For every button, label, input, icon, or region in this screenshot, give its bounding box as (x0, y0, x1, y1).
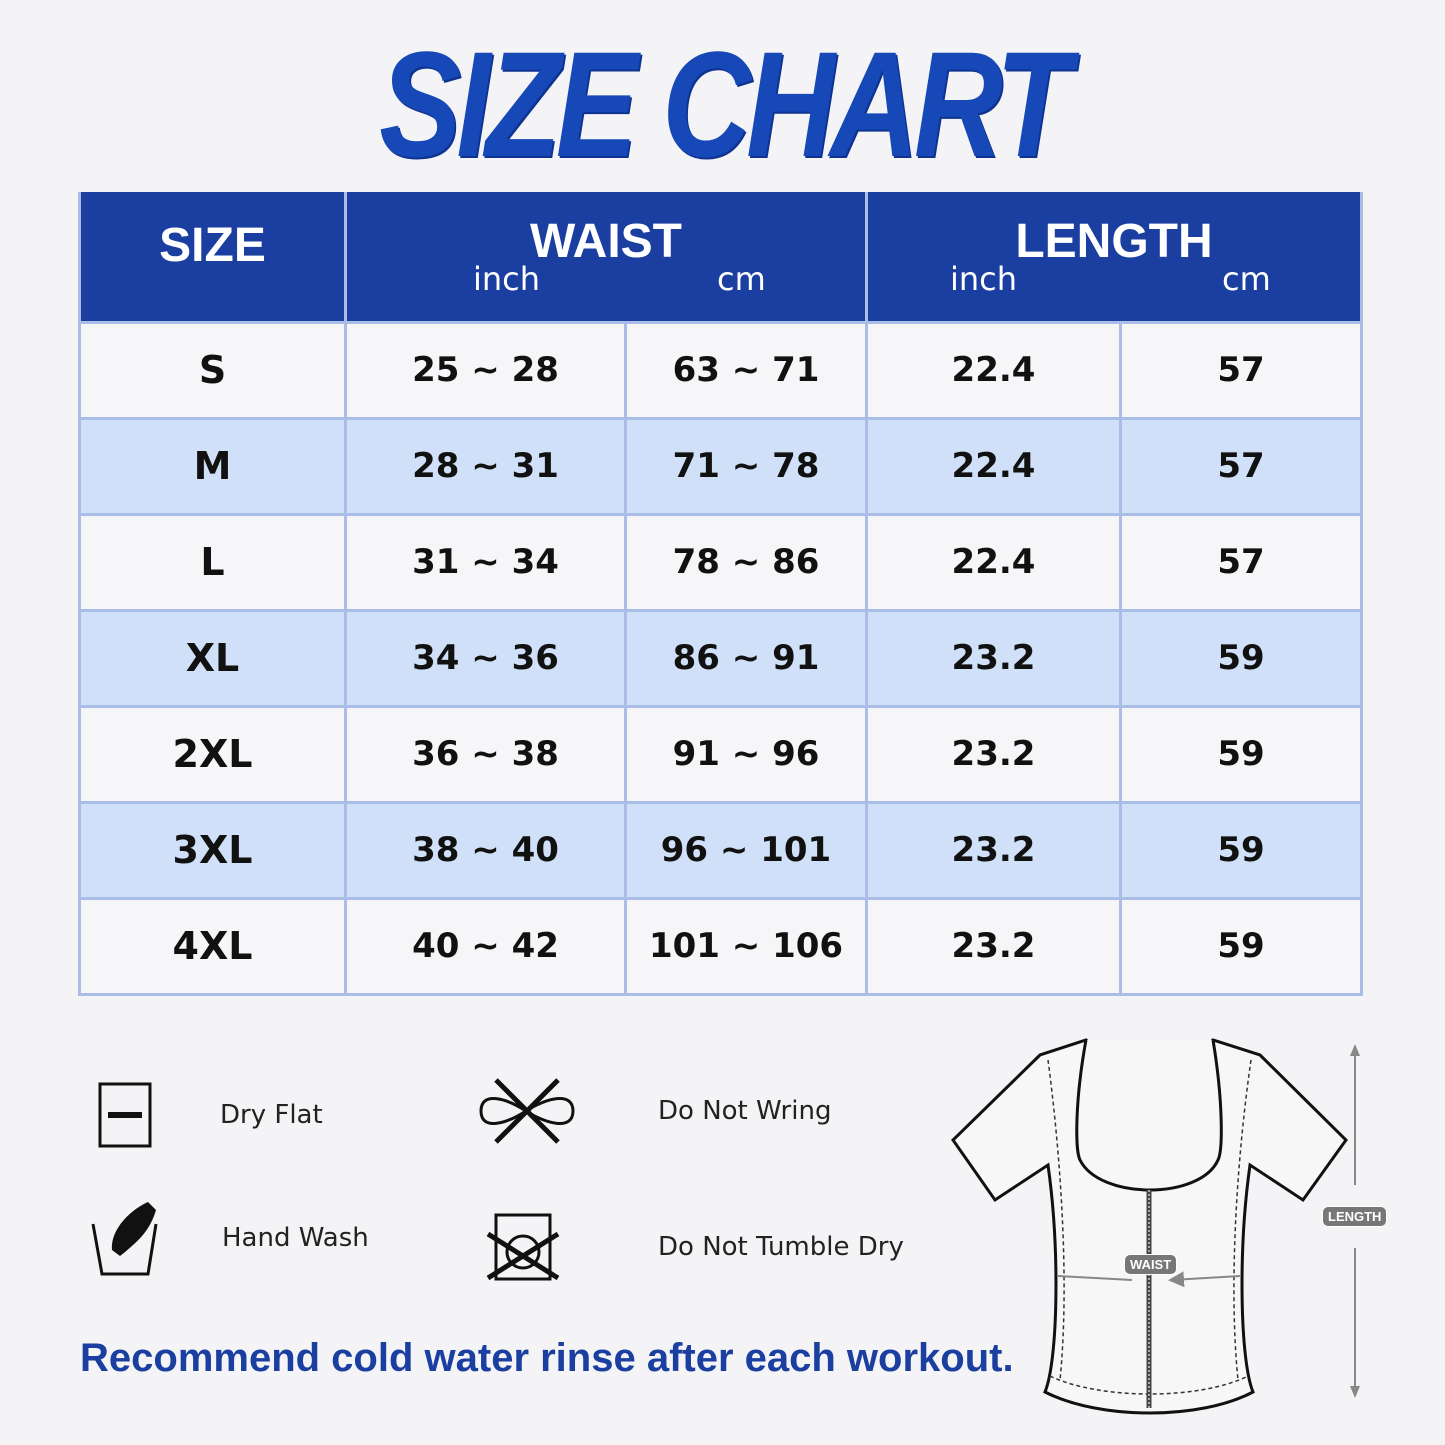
cell-length-cm: 57 (1118, 320, 1364, 420)
garment-diagram (951, 1038, 1360, 1415)
table-row: 3XL 38 ~ 40 96 ~ 101 23.2 59 (78, 800, 1364, 900)
table-row: 4XL 40 ~ 42 101 ~ 106 23.2 59 (78, 896, 1364, 996)
cell-waist-cm: 101 ~ 106 (624, 896, 868, 996)
cell-length-cm: 59 (1118, 800, 1364, 900)
cell-waist-inch: 34 ~ 36 (344, 608, 627, 708)
table-row: S 25 ~ 28 63 ~ 71 22.4 57 (78, 320, 1364, 420)
cell-size: L (78, 512, 347, 612)
table-row: M 28 ~ 31 71 ~ 78 22.4 57 (78, 416, 1364, 516)
cell-waist-cm: 63 ~ 71 (624, 320, 868, 420)
length-label: LENGTH (1322, 1206, 1388, 1227)
cell-length-inch: 22.4 (865, 416, 1122, 516)
header-length-label: LENGTH (1015, 215, 1213, 268)
page-title: SIZE CHART (379, 20, 1071, 188)
care-label: Do Not Tumble Dry (658, 1232, 904, 1262)
cell-length-cm: 57 (1118, 512, 1364, 612)
cell-waist-inch: 36 ~ 38 (344, 704, 627, 804)
table-row: XL 34 ~ 36 86 ~ 91 23.2 59 (78, 608, 1364, 708)
cell-waist-inch: 25 ~ 28 (344, 320, 627, 420)
cell-waist-cm: 71 ~ 78 (624, 416, 868, 516)
cell-size: 4XL (78, 896, 347, 996)
cell-length-inch: 22.4 (865, 320, 1122, 420)
header-length-inch: inch (950, 260, 1018, 298)
cell-size: S (78, 320, 347, 420)
care-item-dry-flat: Dry Flat (98, 1082, 323, 1148)
care-item-hand-wash: Hand Wash (90, 1200, 369, 1276)
care-label: Do Not Wring (658, 1096, 832, 1126)
cell-waist-inch: 31 ~ 34 (344, 512, 627, 612)
table-row: 2XL 36 ~ 38 91 ~ 96 23.2 59 (78, 704, 1364, 804)
header-size-label: SIZE (159, 219, 266, 272)
cell-waist-cm: 78 ~ 86 (624, 512, 868, 612)
cell-size: XL (78, 608, 347, 708)
header-waist-cm: cm (717, 260, 766, 298)
cell-length-cm: 59 (1118, 608, 1364, 708)
cell-length-cm: 57 (1118, 416, 1364, 516)
do-not-tumble-dry-icon (486, 1213, 560, 1281)
cell-length-inch: 23.2 (865, 896, 1122, 996)
cell-waist-cm: 86 ~ 91 (624, 608, 868, 708)
waist-label: WAIST (1124, 1254, 1178, 1275)
header-waist-inch: inch (473, 260, 541, 298)
cell-size: M (78, 416, 347, 516)
header-size: SIZE (78, 192, 347, 324)
care-label: Hand Wash (222, 1223, 369, 1253)
header-length-cm: cm (1222, 260, 1271, 298)
do-not-wring-icon (479, 1078, 575, 1144)
cell-length-cm: 59 (1118, 896, 1364, 996)
cell-waist-cm: 96 ~ 101 (624, 800, 868, 900)
cell-length-cm: 59 (1118, 704, 1364, 804)
cell-length-inch: 23.2 (865, 608, 1122, 708)
cell-waist-cm: 91 ~ 96 (624, 704, 868, 804)
care-item-do-not-wring: Do Not Wring (476, 1076, 831, 1146)
size-table: SIZE WAIST inch cm LENGTH inch cm S 25 ~ … (78, 192, 1364, 996)
table-header-row: SIZE WAIST inch cm LENGTH inch cm (78, 192, 1364, 324)
cell-length-inch: 23.2 (865, 800, 1122, 900)
cell-length-inch: 23.2 (865, 704, 1122, 804)
cell-waist-inch: 28 ~ 31 (344, 416, 627, 516)
cell-waist-inch: 38 ~ 40 (344, 800, 627, 900)
hand-wash-icon (91, 1202, 158, 1276)
care-note: Recommend cold water rinse after each wo… (80, 1336, 1014, 1380)
dry-flat-icon (98, 1082, 152, 1148)
header-waist: WAIST inch cm (344, 192, 868, 324)
cell-size: 3XL (78, 800, 347, 900)
header-length: LENGTH inch cm (864, 192, 1364, 324)
table-row: L 31 ~ 34 78 ~ 86 22.4 57 (78, 512, 1364, 612)
cell-size: 2XL (78, 704, 347, 804)
cell-length-inch: 22.4 (865, 512, 1122, 612)
care-label: Dry Flat (220, 1100, 323, 1130)
care-item-do-not-tumble-dry: Do Not Tumble Dry (486, 1212, 904, 1282)
header-waist-label: WAIST (530, 215, 682, 268)
cell-waist-inch: 40 ~ 42 (344, 896, 627, 996)
